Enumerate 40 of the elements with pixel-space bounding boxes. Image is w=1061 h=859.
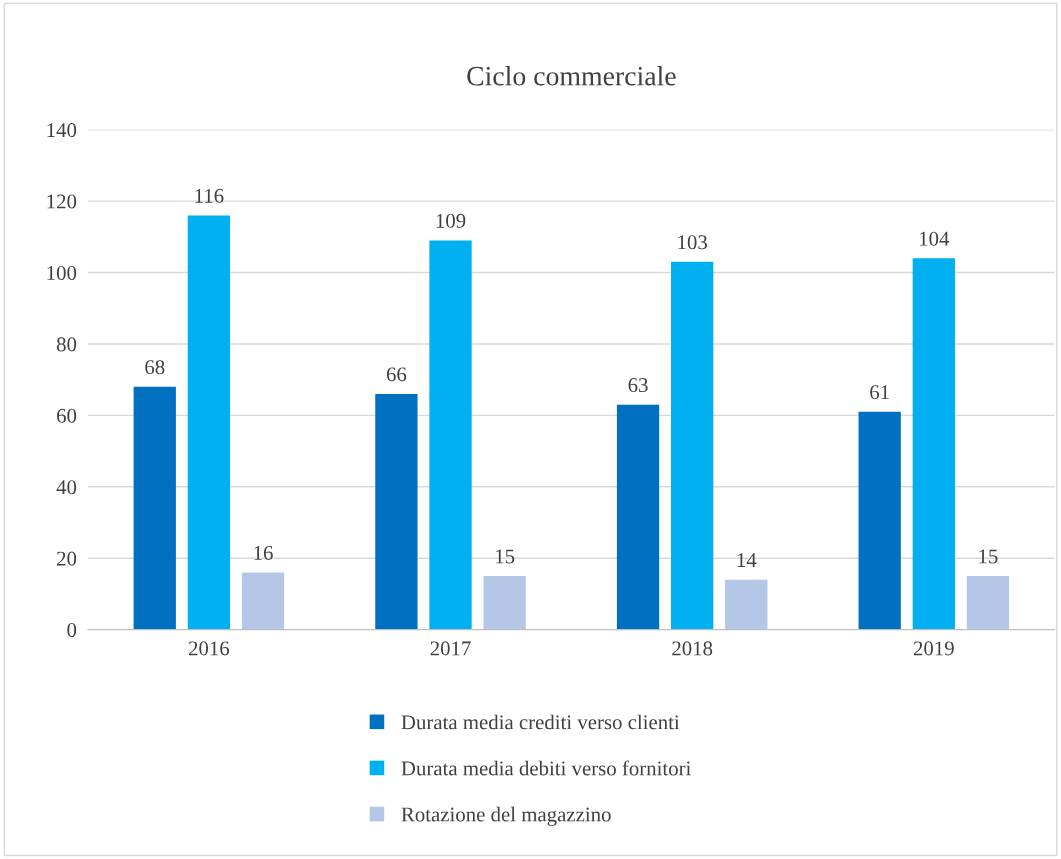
y-tick-label: 40 <box>56 480 77 495</box>
data-label: 104 <box>920 231 950 246</box>
bar <box>187 215 231 630</box>
bar <box>966 576 1010 630</box>
data-label: 109 <box>436 213 466 228</box>
legend-label: Durata media debiti verso fornitori <box>401 760 691 776</box>
y-tick-label: 20 <box>57 551 77 566</box>
y-tick-label: 100 <box>47 265 77 280</box>
x-tick-label: 2019 <box>913 641 954 656</box>
bar <box>671 261 714 630</box>
bar <box>858 411 901 630</box>
y-tick-label: 80 <box>56 337 77 352</box>
y-tick-label: 0 <box>67 623 77 638</box>
bar <box>241 572 285 630</box>
data-label: 103 <box>678 235 707 250</box>
y-tick-label: 120 <box>47 194 77 209</box>
bar <box>616 404 660 630</box>
data-label: 15 <box>496 549 515 564</box>
bar <box>133 386 176 630</box>
x-tick-label: 2018 <box>672 641 713 656</box>
data-label: 15 <box>979 549 998 564</box>
x-tick-label: 2017 <box>430 641 471 656</box>
bar <box>429 240 472 630</box>
data-label: 68 <box>145 360 165 375</box>
y-tick-label: 60 <box>57 408 77 423</box>
data-label: 61 <box>870 385 889 400</box>
x-tick-label: 2016 <box>188 641 230 656</box>
data-label: 14 <box>737 553 757 567</box>
legend-label: Rotazione del magazzino <box>401 806 611 826</box>
bar <box>375 393 418 630</box>
legend-label: Durata media crediti verso clienti <box>401 714 680 730</box>
data-label: 16 <box>254 545 273 560</box>
bar <box>483 576 526 630</box>
data-label: 116 <box>195 188 224 203</box>
data-label: 63 <box>628 378 648 393</box>
bar <box>912 258 955 630</box>
data-label: 66 <box>386 367 407 382</box>
bar <box>725 579 768 630</box>
chart-title: Ciclo commerciale <box>467 65 676 86</box>
y-tick-label: 140 <box>47 123 77 138</box>
